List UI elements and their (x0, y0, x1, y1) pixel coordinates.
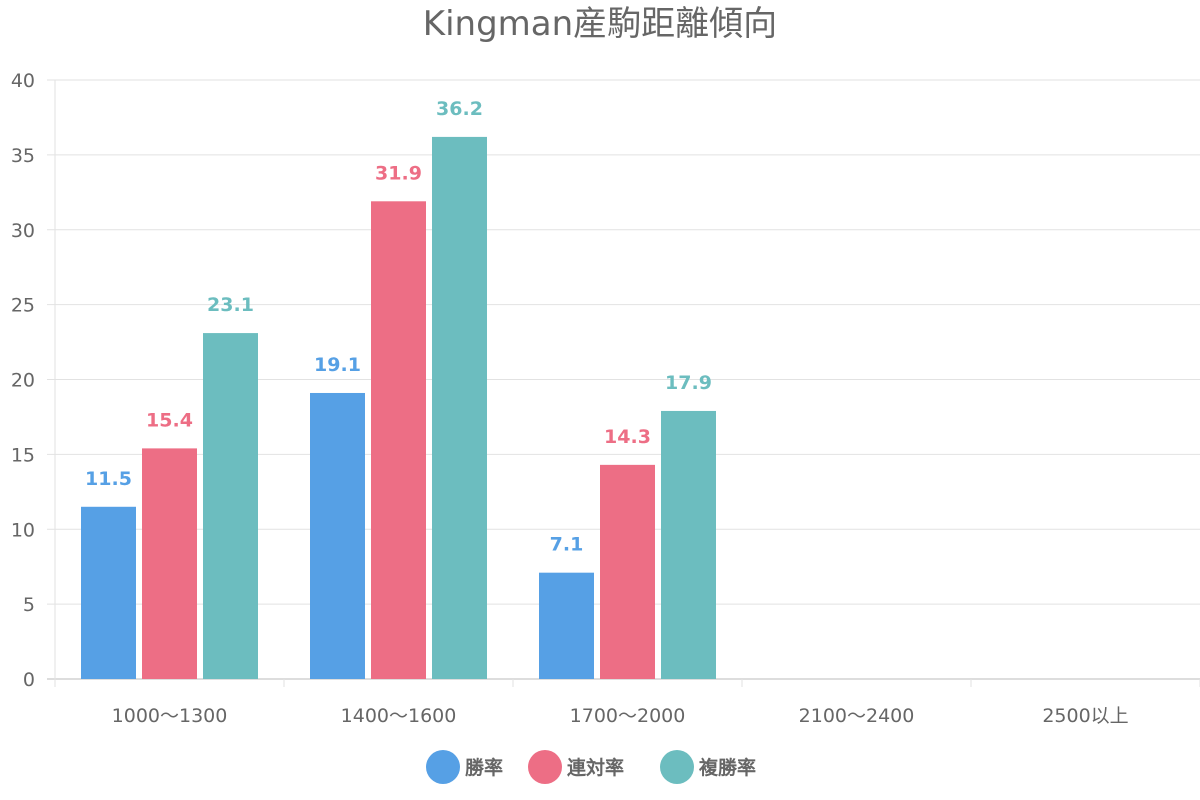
legend-label: 複勝率 (698, 756, 756, 779)
legend-label: 勝率 (465, 756, 503, 779)
bar-連対率[interactable] (600, 464, 655, 679)
y-tick-label: 15 (11, 444, 35, 466)
data-label: 17.9 (665, 372, 712, 394)
bar-勝率[interactable] (539, 572, 594, 679)
data-label: 19.1 (314, 354, 361, 376)
data-label: 15.4 (146, 409, 193, 431)
legend-item[interactable]: 複勝率 (660, 750, 756, 784)
x-tick-label: 1400〜1600 (341, 705, 457, 727)
data-label: 11.5 (85, 468, 132, 490)
y-tick-label: 20 (11, 370, 35, 392)
data-label: 31.9 (375, 162, 422, 184)
bar-複勝率[interactable] (661, 410, 716, 679)
legend-swatch (426, 750, 460, 784)
bar-勝率[interactable] (81, 506, 136, 679)
bar-複勝率[interactable] (203, 333, 258, 679)
x-tick-label: 1700〜2000 (570, 705, 686, 727)
y-tick-label: 25 (11, 295, 35, 317)
y-tick-label: 5 (23, 594, 35, 616)
y-tick-label: 30 (11, 220, 35, 242)
legend-item[interactable]: 勝率 (426, 750, 503, 784)
y-tick-label: 40 (11, 70, 35, 92)
bar-複勝率[interactable] (432, 136, 487, 679)
x-tick-label: 2100〜2400 (799, 705, 915, 727)
legend-swatch (528, 750, 562, 784)
bar-勝率[interactable] (310, 392, 365, 679)
data-label: 23.1 (207, 294, 254, 316)
x-tick-label: 1000〜1300 (112, 705, 228, 727)
y-tick-label: 10 (11, 519, 35, 541)
chart-title: Kingman産駒距離傾向 (423, 4, 777, 44)
data-label: 36.2 (436, 98, 483, 120)
bar-連対率[interactable] (371, 201, 426, 680)
y-tick-label: 0 (23, 669, 35, 691)
legend-swatch (660, 750, 694, 784)
y-tick-label: 35 (11, 145, 35, 167)
x-tick-label: 2500以上 (1042, 705, 1128, 727)
legend-item[interactable]: 連対率 (528, 750, 624, 784)
data-label: 7.1 (550, 534, 584, 556)
legend-label: 連対率 (567, 756, 624, 779)
bar-連対率[interactable] (142, 448, 197, 679)
data-label: 14.3 (604, 426, 651, 448)
